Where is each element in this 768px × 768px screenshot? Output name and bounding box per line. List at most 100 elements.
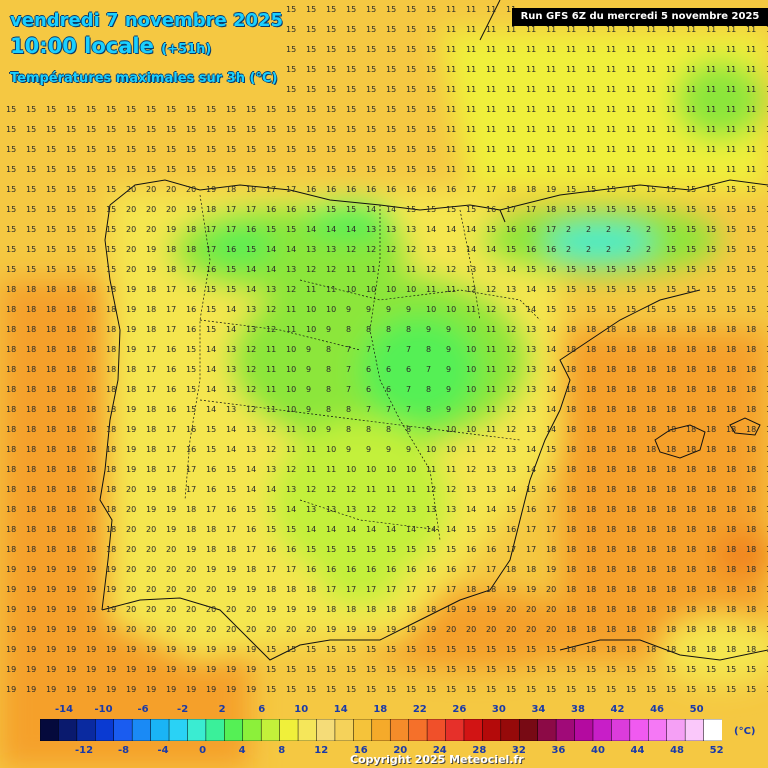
svg-text:15: 15 [386,665,396,674]
svg-text:15: 15 [346,105,356,114]
svg-text:18: 18 [566,645,576,654]
svg-text:20: 20 [286,625,296,634]
svg-text:11: 11 [446,145,456,154]
svg-text:19: 19 [246,585,256,594]
svg-text:10: 10 [286,365,296,374]
svg-text:15: 15 [426,25,436,34]
svg-text:18: 18 [726,465,736,474]
svg-text:18: 18 [466,585,476,594]
svg-text:18: 18 [66,345,76,354]
svg-text:18: 18 [586,365,596,374]
svg-text:15: 15 [186,105,196,114]
svg-text:14: 14 [446,525,456,534]
svg-text:15: 15 [146,125,156,134]
svg-text:18: 18 [26,505,36,514]
svg-text:18: 18 [606,645,616,654]
svg-text:15: 15 [206,445,216,454]
legend-tick-bottom: -8 [117,745,130,756]
svg-text:15: 15 [646,265,656,274]
svg-text:2: 2 [646,225,651,234]
svg-text:18: 18 [6,425,16,434]
svg-text:2: 2 [626,225,631,234]
svg-text:15: 15 [326,25,336,34]
svg-text:12: 12 [506,325,516,334]
svg-text:11: 11 [546,85,556,94]
svg-text:15: 15 [6,205,16,214]
svg-text:6: 6 [386,365,391,374]
svg-text:15: 15 [306,65,316,74]
svg-text:19: 19 [186,545,196,554]
svg-text:8: 8 [386,425,391,434]
svg-text:18: 18 [186,225,196,234]
svg-text:11: 11 [506,65,516,74]
svg-text:15: 15 [386,545,396,554]
svg-text:18: 18 [46,525,56,534]
svg-text:15: 15 [346,125,356,134]
svg-text:15: 15 [626,205,636,214]
svg-text:9: 9 [446,325,451,334]
svg-text:20: 20 [526,625,536,634]
svg-text:15: 15 [366,5,376,14]
svg-text:20: 20 [146,585,156,594]
svg-text:15: 15 [266,685,276,694]
svg-text:10: 10 [446,305,456,314]
svg-text:13: 13 [446,505,456,514]
svg-text:9: 9 [446,385,451,394]
svg-text:13: 13 [506,445,516,454]
svg-text:18: 18 [646,425,656,434]
svg-text:15: 15 [666,685,676,694]
svg-text:15: 15 [86,145,96,154]
legend-tick-top: 10 [294,704,309,715]
svg-text:15: 15 [726,225,736,234]
svg-text:12: 12 [386,245,396,254]
svg-text:13: 13 [226,405,236,414]
legend-tick-top: -6 [137,704,149,715]
svg-text:15: 15 [266,105,276,114]
svg-text:15: 15 [86,105,96,114]
svg-text:18: 18 [566,385,576,394]
svg-text:16: 16 [386,565,396,574]
svg-text:11: 11 [366,485,376,494]
svg-text:11: 11 [626,45,636,54]
svg-text:14: 14 [346,525,356,534]
svg-text:15: 15 [686,265,696,274]
svg-text:11: 11 [606,65,616,74]
svg-text:15: 15 [86,205,96,214]
legend-tick-bottom: 40 [591,745,605,756]
svg-text:15: 15 [686,285,696,294]
svg-text:2: 2 [586,245,591,254]
svg-text:12: 12 [386,505,396,514]
svg-text:12: 12 [466,285,476,294]
svg-text:12: 12 [506,385,516,394]
svg-text:16: 16 [466,545,476,554]
svg-text:14: 14 [366,525,376,534]
svg-text:14: 14 [226,325,236,334]
svg-text:18: 18 [566,585,576,594]
svg-text:15: 15 [406,65,416,74]
svg-text:11: 11 [306,445,316,454]
svg-text:8: 8 [346,325,351,334]
svg-text:17: 17 [186,265,196,274]
svg-text:8: 8 [406,425,411,434]
svg-text:18: 18 [606,385,616,394]
legend-tick-bottom: 16 [353,745,368,756]
svg-text:11: 11 [686,125,696,134]
svg-text:18: 18 [726,485,736,494]
svg-text:18: 18 [166,245,176,254]
svg-text:18: 18 [386,605,396,614]
legend-tick-top: 2 [218,704,226,715]
svg-text:12: 12 [486,445,496,454]
svg-text:11: 11 [466,445,476,454]
svg-text:11: 11 [626,25,636,34]
svg-text:15: 15 [386,105,396,114]
svg-text:11: 11 [726,25,736,34]
svg-text:12: 12 [246,365,256,374]
legend-swatch [76,718,97,742]
svg-text:9: 9 [306,345,311,354]
svg-text:16: 16 [546,485,556,494]
svg-text:11: 11 [626,65,636,74]
svg-text:18: 18 [746,405,756,414]
legend-tick-top: 14 [333,704,348,715]
svg-text:15: 15 [106,245,116,254]
svg-text:15: 15 [406,145,416,154]
